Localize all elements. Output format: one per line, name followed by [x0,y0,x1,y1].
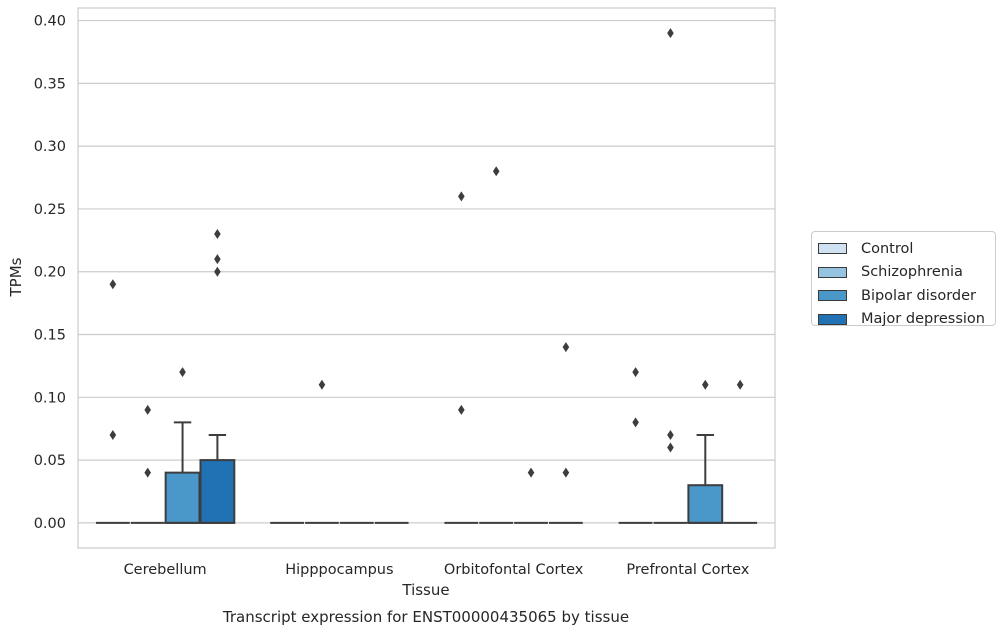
outlier-point [144,404,151,415]
outlier-point [562,467,570,478]
box-major-depression [199,433,236,524]
outlier-point [667,429,674,440]
y-tick-label: 0.10 [34,390,66,406]
legend-swatch [818,243,847,255]
legend-item-control: Control [818,237,995,261]
y-tick-label: 0.05 [34,453,66,469]
legend-item-major-depression: Major depression [818,308,995,332]
legend-item-schizophrenia: Schizophrenia [818,261,995,285]
x-axis-label: Tissue [401,581,449,599]
y-tick-label: 0.30 [34,139,66,155]
x-tick-label: Orbitofontal Cortex [444,562,584,578]
gridlines [78,19,775,524]
outlier-point [667,442,674,453]
plot-frame [77,7,776,549]
outlier-point [109,429,117,440]
chart-caption: Transcript expression for ENST0000043506… [222,608,629,626]
legend-label: Major depression [861,311,985,328]
outlier-point [214,266,221,277]
box-body [199,459,236,524]
x-tick-label: Cerebellum [124,562,207,578]
outlier-point [144,467,151,478]
y-tick-label: 0.35 [34,76,66,92]
outlier-point [214,229,221,240]
outlier-point [562,342,570,353]
outlier-point [702,379,709,390]
y-axis-label: TPMs [7,257,25,297]
x-tick-label: Prefrontal Cortex [626,562,749,578]
x-tick-label: Hipppocampus [285,562,393,578]
x-axis-ticks: Cerebellum Hipppocampus Orbitofontal Corte… [124,562,750,578]
outlier-point [632,367,639,378]
y-tick-label: 0.25 [34,202,66,218]
outliers [109,28,744,478]
legend-item-bipolar-disorder: Bipolar disorder [818,284,995,308]
y-tick-label: 0.15 [34,328,66,344]
outlier-point [179,367,186,378]
outlier-point [527,467,535,478]
legend-label: Control [861,240,914,257]
y-tick-label: 0.00 [34,516,66,532]
outlier-point [458,404,465,415]
y-tick-label: 0.20 [34,265,66,281]
outlier-point [492,166,500,177]
y-axis-ticks: 0.00 0.05 0.10 0.15 0.20 0.25 0.30 0.35 0.40 [34,14,66,532]
legend-label: Schizophrenia [861,264,963,281]
legend-label: Bipolar disorder [861,287,976,304]
box-bipolar-disorder [164,421,201,524]
outlier-point [736,379,744,390]
outlier-point [667,28,674,39]
outlier-point [318,379,326,390]
outlier-point [214,254,221,265]
outlier-point [458,191,465,202]
y-tick-label: 0.40 [34,14,66,30]
outlier-point [632,417,639,428]
legend: Control Schizophrenia Bipolar disorder M… [811,231,996,327]
boxes [95,421,758,524]
box-body [687,484,724,524]
box-bipolar-disorder [687,433,724,524]
box-body [164,471,201,524]
outlier-point [109,279,117,290]
legend-swatch [818,266,847,278]
legend-swatch [818,313,847,325]
legend-swatch [818,290,847,302]
